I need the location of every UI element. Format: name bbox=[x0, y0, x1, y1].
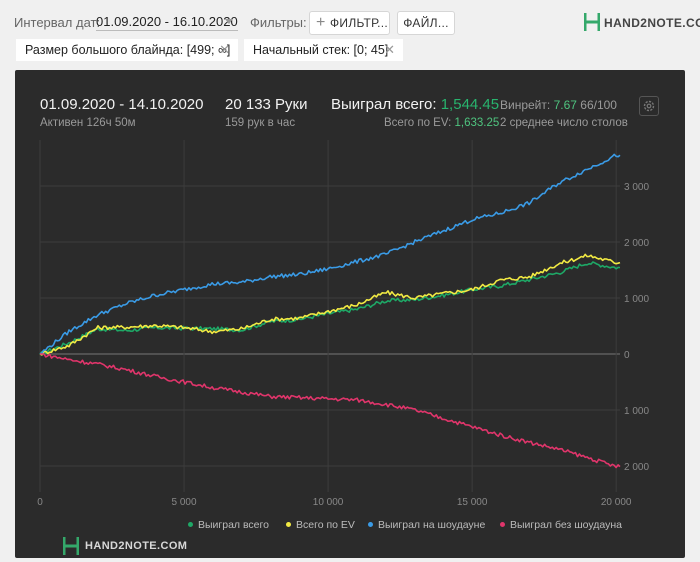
winrate-label: Винрейт: bbox=[500, 98, 551, 112]
legend-label: Выиграл всего bbox=[198, 519, 269, 531]
series-line bbox=[40, 353, 621, 469]
period-title: 01.09.2020 - 14.10.2020 bbox=[40, 96, 204, 113]
plus-icon: + bbox=[316, 14, 326, 31]
x-tick-label: 15 000 bbox=[457, 497, 488, 508]
x-tick-label: 5 000 bbox=[172, 497, 197, 508]
date-range-select[interactable]: 01.09.2020 - 16.10.2020 bbox=[96, 14, 238, 31]
graph-panel: 01.09.2020 - 14.10.2020 Активен 126ч 50м… bbox=[15, 70, 685, 558]
filters-label: Фильтры: bbox=[250, 15, 307, 30]
hands-per-hour: 159 рук в час bbox=[225, 117, 296, 129]
legend-dot bbox=[500, 521, 505, 527]
winrate-value: 7.67 bbox=[553, 98, 577, 112]
ev-total: Всего по EV: 1,633.25 bbox=[384, 117, 499, 129]
interval-label: Интервал дат: bbox=[14, 15, 101, 30]
filter-chip-big-blind: Размер большого блайнда: [499; ∞] ✕ bbox=[16, 39, 238, 61]
ev-total-label: Всего по EV: bbox=[384, 117, 452, 129]
legend-item-ev[interactable]: Всего по EV bbox=[286, 519, 355, 531]
legend-label: Всего по EV bbox=[296, 519, 355, 531]
won-total-value: 1,544.45 bbox=[440, 96, 500, 113]
x-tick-label: 0 bbox=[37, 497, 43, 508]
watermark-text: HAND2NOTE.COM bbox=[85, 540, 188, 552]
x-axis-ticks: 0 5 000 10 000 15 000 20 000 bbox=[37, 497, 632, 508]
avg-tables: 2 среднее число столов bbox=[500, 117, 628, 129]
add-filter-label: ФИЛЬТР... bbox=[330, 16, 389, 30]
close-icon[interactable]: ✕ bbox=[384, 42, 395, 57]
y-tick-label: 1 000 bbox=[624, 406, 649, 417]
file-button[interactable]: ФАЙЛ... bbox=[397, 11, 455, 35]
legend-item-won[interactable]: Выиграл всего bbox=[188, 519, 269, 531]
legend-label: Выиграл без шоудауна bbox=[510, 519, 622, 531]
filter-chip-label: Начальный стек: [0; 45] bbox=[253, 43, 389, 57]
winrate: Винрейт: 7.67 66/100 bbox=[500, 98, 617, 112]
logo-icon bbox=[583, 13, 601, 31]
active-time: Активен 126ч 50м bbox=[40, 117, 136, 129]
won-total: Выиграл всего: 1,544.45 bbox=[331, 96, 499, 113]
winrate-suffix: 66/100 bbox=[580, 98, 617, 112]
x-tick-label: 10 000 bbox=[313, 497, 344, 508]
bankroll-chart: 3 000 2 000 1 000 0 1 000 2 000 0 5 000 10 000 1… bbox=[37, 140, 649, 508]
y-axis-ticks: 3 000 2 000 1 000 0 1 000 2 000 bbox=[624, 182, 649, 473]
y-tick-label: 3 000 bbox=[624, 182, 649, 193]
legend-dot bbox=[368, 521, 373, 527]
series-line bbox=[39, 253, 621, 356]
filters-bar: Интервал дат: 01.09.2020 - 16.10.2020 Фи… bbox=[0, 0, 700, 70]
y-tick-label: 0 bbox=[624, 350, 630, 361]
add-filter-button[interactable]: + ФИЛЬТР... bbox=[309, 11, 390, 35]
series-line bbox=[39, 261, 621, 355]
legend-dot bbox=[286, 521, 291, 527]
close-icon[interactable]: ✕ bbox=[219, 42, 230, 57]
logo-text: HAND2NOTE.COM bbox=[604, 16, 700, 30]
chart-grid bbox=[39, 140, 620, 492]
chevron-down-icon[interactable] bbox=[225, 19, 233, 24]
y-tick-label: 1 000 bbox=[624, 294, 649, 305]
logo-icon bbox=[62, 537, 80, 555]
filter-chip-stack: Начальный стек: [0; 45] ✕ bbox=[244, 39, 403, 61]
legend-item-no-showdown[interactable]: Выиграл без шоудауна bbox=[500, 519, 622, 531]
ev-total-value: 1,633.25 bbox=[454, 117, 500, 129]
hand2note-logo: HAND2NOTE.COM bbox=[583, 12, 700, 34]
watermark-logo: HAND2NOTE.COM bbox=[62, 536, 187, 556]
chart-lines bbox=[39, 153, 621, 469]
filter-chip-label: Размер большого блайнда: [499; ∞] bbox=[25, 43, 231, 57]
x-tick-label: 20 000 bbox=[601, 497, 632, 508]
legend-dot bbox=[188, 521, 193, 527]
legend-label: Выиграл на шоудауне bbox=[378, 519, 486, 531]
settings-button[interactable] bbox=[639, 96, 659, 116]
hands-count: 20 133 Руки bbox=[225, 96, 308, 113]
won-total-label: Выиграл всего: bbox=[331, 96, 437, 113]
y-tick-label: 2 000 bbox=[624, 238, 649, 249]
series-line bbox=[39, 153, 621, 355]
gear-icon bbox=[643, 100, 655, 112]
y-tick-label: 2 000 bbox=[624, 462, 649, 473]
legend-item-showdown[interactable]: Выиграл на шоудауне bbox=[368, 519, 485, 531]
